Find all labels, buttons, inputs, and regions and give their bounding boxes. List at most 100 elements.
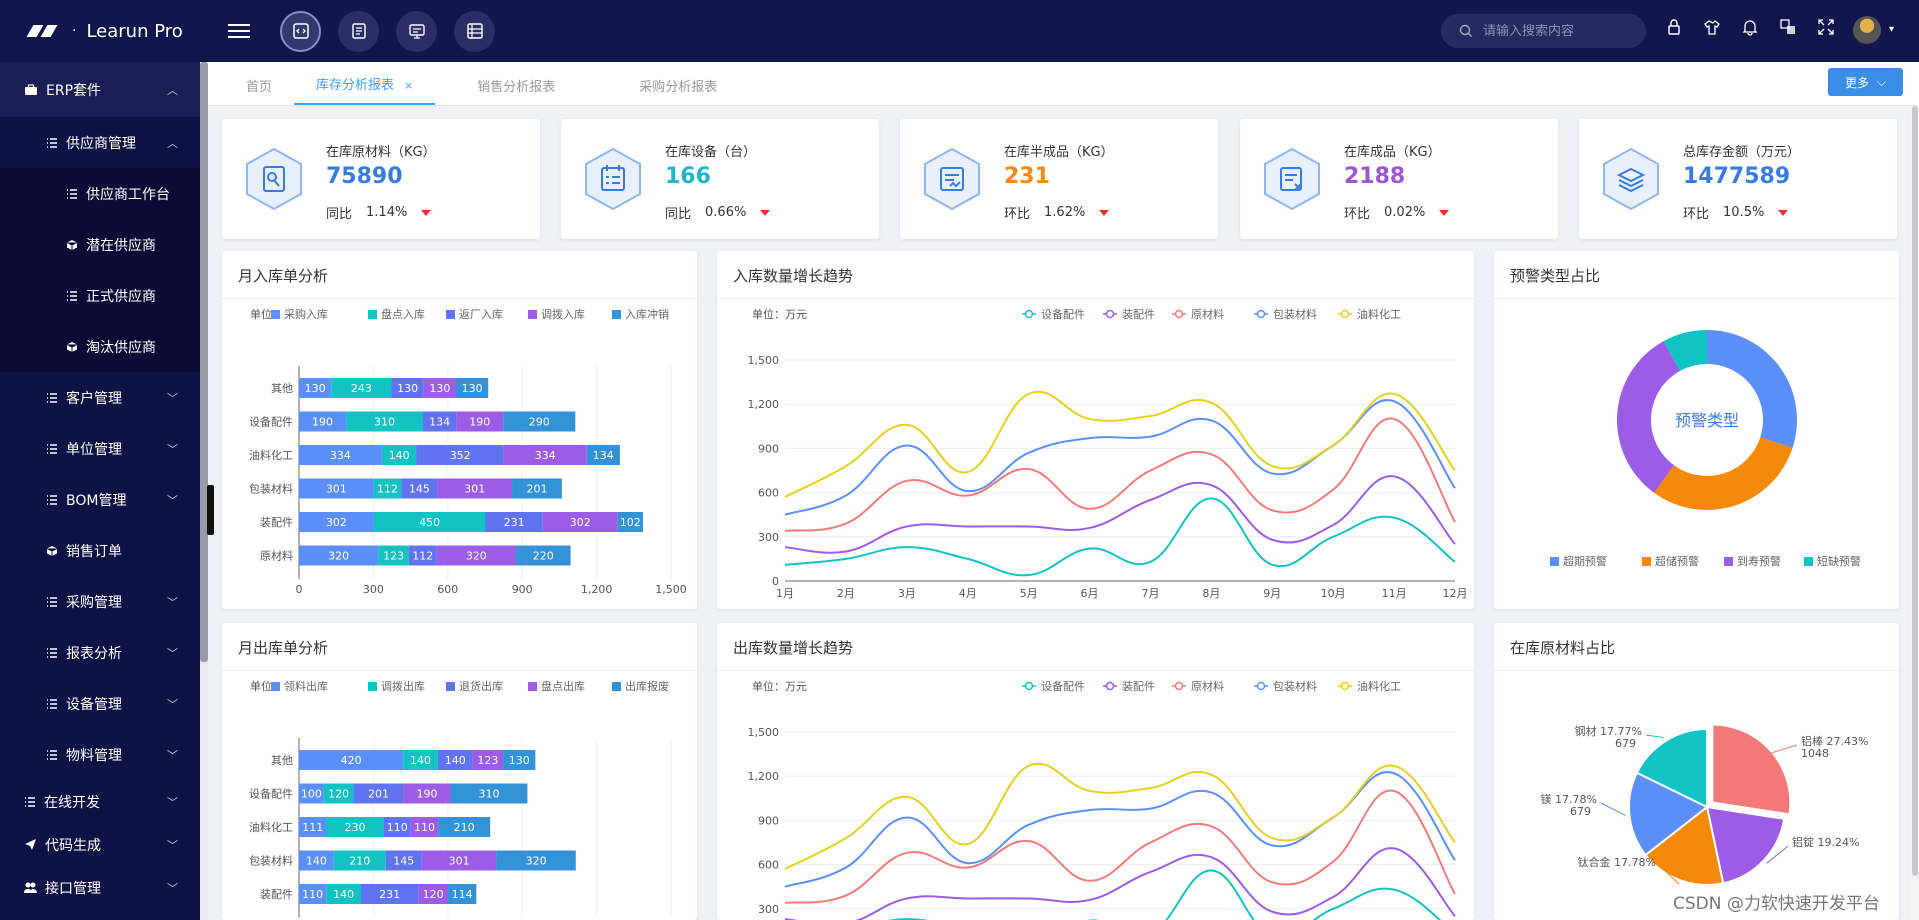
tab-home[interactable]: 首页 [246, 80, 273, 95]
sidebar-item-1[interactable]: 供应商工作台 [0, 168, 200, 219]
translate-icon[interactable] [1779, 18, 1797, 36]
legend-marker[interactable] [1174, 681, 1184, 691]
search-box[interactable] [1441, 14, 1646, 48]
bar-采购入库-其他[interactable] [299, 378, 332, 398]
series-line-原材料[interactable] [784, 789, 1456, 904]
menu-toggle-icon[interactable] [228, 20, 250, 42]
sidebar-resize-handle[interactable] [207, 485, 214, 535]
bar-调拨入库-设备配件[interactable] [456, 411, 504, 432]
bar-调拨入库-其他[interactable] [423, 378, 456, 398]
bar-返厂入库-原材料[interactable] [408, 545, 437, 566]
bar-调拨出库-装配件[interactable] [326, 884, 361, 904]
donut-slice-到寿预警[interactable] [1617, 341, 1681, 493]
legend-swatch[interactable] [1724, 557, 1733, 566]
user-menu-caret-icon[interactable]: ▾ [1889, 24, 1895, 35]
bar-采购入库-装配件[interactable] [299, 512, 374, 532]
legend-油料化工[interactable]: 油料化工 [1357, 679, 1401, 693]
bar-盘点出库-其他[interactable] [472, 750, 504, 770]
legend-swatch[interactable] [612, 682, 621, 691]
stat-card-1[interactable]: 在库设备（台） 166 同比 0.66% [561, 119, 879, 239]
sidebar-item-11[interactable]: 设备管理 ﹀ [0, 678, 200, 729]
donut-slice-超储预警[interactable] [1654, 437, 1793, 510]
sidebar-item-6[interactable]: 单位管理 ﹀ [0, 423, 200, 474]
bar-调拨入库-原材料[interactable] [436, 545, 516, 566]
legend-swatch[interactable] [528, 310, 537, 319]
legend-swatch[interactable] [446, 310, 455, 319]
legend-短缺预警[interactable]: 短缺预警 [1817, 554, 1861, 568]
legend-调拨入库[interactable]: 调拨入库 [541, 307, 585, 321]
stat-card-4[interactable]: 总库存金额（万元） 1477589 环比 10.5% [1579, 119, 1897, 239]
bar-调拨出库-设备配件[interactable] [323, 783, 354, 804]
shirt-icon[interactable] [1703, 18, 1721, 36]
bar-领料出库-装配件[interactable] [299, 884, 327, 904]
series-line-油料化工[interactable] [784, 762, 1456, 870]
bar-退货出库-其他[interactable] [437, 750, 473, 770]
bar-盘点出库-油料化工[interactable] [410, 817, 439, 837]
bar-返厂入库-油料化工[interactable] [416, 445, 504, 465]
legend-包装材料[interactable]: 包装材料 [1273, 307, 1317, 321]
legend-swatch[interactable] [528, 682, 537, 691]
bar-盘点入库-原材料[interactable] [378, 545, 409, 566]
bar-出库报废-油料化工[interactable] [438, 817, 491, 837]
bar-盘点出库-设备配件[interactable] [403, 783, 451, 804]
series-line-包装材料[interactable] [784, 399, 1456, 516]
bar-退货出库-装配件[interactable] [361, 884, 419, 904]
legend-油料化工[interactable]: 油料化工 [1357, 307, 1401, 321]
bar-调拨入库-油料化工[interactable] [503, 445, 587, 465]
legend-装配件[interactable]: 装配件 [1122, 680, 1155, 693]
logo[interactable]: · Learun Pro [0, 21, 206, 42]
series-line-原材料[interactable] [784, 417, 1456, 532]
pie-slice-钛合金[interactable] [1644, 805, 1725, 886]
sidebar-item-12[interactable]: 物料管理 ﹀ [0, 729, 200, 780]
legend-marker[interactable] [1256, 681, 1266, 691]
bar-入库冲销-油料化工[interactable] [586, 445, 620, 465]
tab-sales-report[interactable]: 销售分析报表 [477, 80, 556, 95]
legend-swatch[interactable] [1550, 557, 1559, 566]
sidebar-item-8[interactable]: 销售订单 [0, 525, 200, 576]
sidebar-item-14[interactable]: 代码生成 ﹀ [0, 823, 200, 866]
legend-swatch[interactable] [368, 310, 377, 319]
bar-返厂入库-包装材料[interactable] [401, 478, 438, 499]
series-line-设备配件[interactable] [785, 869, 1455, 920]
pie-slice-钢材[interactable] [1635, 727, 1708, 809]
sidebar-item-3[interactable]: 正式供应商 [0, 270, 200, 321]
legend-原材料[interactable]: 原材料 [1191, 307, 1224, 321]
bar-入库冲销-包装材料[interactable] [512, 478, 562, 499]
bar-领料出库-包装材料[interactable] [299, 850, 334, 871]
bar-采购入库-设备配件[interactable] [299, 411, 347, 432]
legend-marker[interactable] [1024, 681, 1034, 691]
sidebar-item-7[interactable]: BOM管理 ﹀ [0, 474, 200, 525]
bar-退货出库-包装材料[interactable] [385, 850, 422, 871]
sidebar-item-10[interactable]: 报表分析 ﹀ [0, 627, 200, 678]
bar-调拨入库-包装材料[interactable] [437, 478, 513, 499]
series-line-设备配件[interactable] [784, 497, 1456, 577]
pie-slice-镁[interactable] [1628, 771, 1709, 857]
stat-card-0[interactable]: 在库原材料（KG） 75890 同比 1.14% [222, 119, 540, 239]
sidebar-item-2[interactable]: 潜在供应商 [0, 219, 200, 270]
bar-盘点出库-装配件[interactable] [418, 884, 449, 904]
fullscreen-icon[interactable] [1817, 18, 1835, 36]
bar-入库冲销-设备配件[interactable] [503, 411, 576, 432]
bar-领料出库-其他[interactable] [299, 750, 404, 770]
bar-盘点出库-包装材料[interactable] [421, 850, 497, 871]
sidebar-item-13[interactable]: 在线开发 ﹀ [0, 780, 200, 823]
legend-入库冲销[interactable]: 入库冲销 [625, 307, 669, 321]
pie-slice-铝锭[interactable] [1705, 805, 1786, 885]
legend-原材料[interactable]: 原材料 [1191, 679, 1224, 693]
bar-退货出库-设备配件[interactable] [353, 783, 404, 804]
donut-slice-超期预警[interactable] [1707, 330, 1797, 448]
legend-盘点入库[interactable]: 盘点入库 [381, 307, 425, 321]
bar-入库冲销-原材料[interactable] [516, 545, 571, 566]
series-line-装配件[interactable] [784, 475, 1456, 554]
legend-到寿预警[interactable]: 到寿预警 [1737, 554, 1781, 568]
bar-退货出库-油料化工[interactable] [383, 817, 411, 837]
bar-采购入库-原材料[interactable] [299, 545, 379, 566]
legend-marker[interactable] [1105, 309, 1115, 319]
legend-marker[interactable] [1174, 309, 1184, 319]
legend-超储预警[interactable]: 超储预警 [1655, 554, 1699, 568]
module-monitor-icon[interactable] [396, 10, 437, 52]
bar-调拨入库-装配件[interactable] [542, 512, 618, 532]
legend-marker[interactable] [1256, 309, 1266, 319]
bar-返厂入库-其他[interactable] [391, 378, 424, 398]
bar-盘点入库-装配件[interactable] [373, 512, 486, 532]
